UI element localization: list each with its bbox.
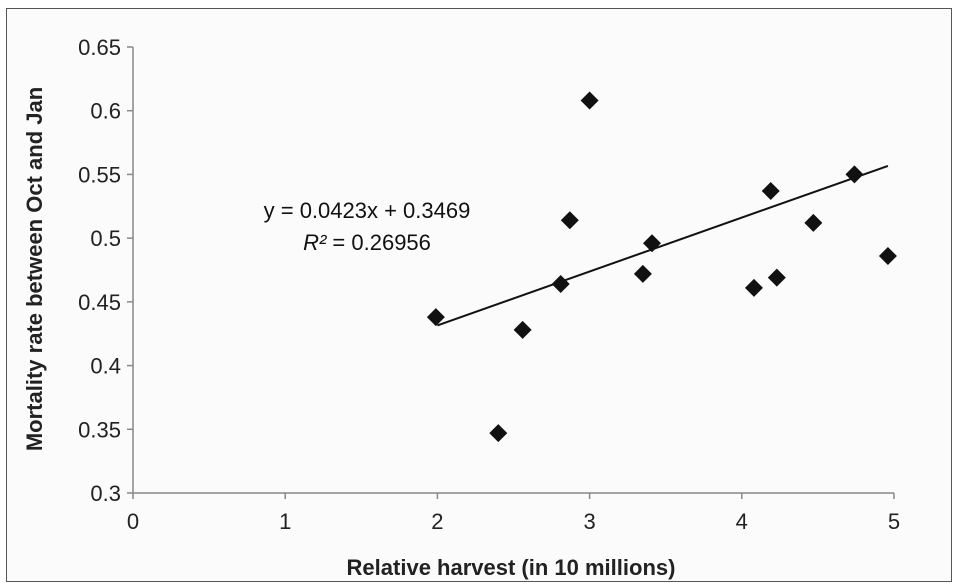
data-point — [513, 320, 532, 339]
data-point — [643, 234, 662, 253]
r-squared-label: R² = 0.26956 — [303, 230, 431, 255]
trendline-equation: y = 0.0423x + 0.3469 — [264, 198, 471, 223]
r-squared-symbol: R² — [303, 230, 327, 255]
y-tick-label: 0.35 — [78, 417, 121, 442]
data-points — [426, 91, 897, 443]
y-axis-title: Mortality rate between Oct and Jan — [22, 87, 47, 451]
data-point — [560, 211, 579, 230]
data-point — [761, 181, 780, 200]
x-tick-label: 3 — [583, 509, 595, 534]
data-point — [551, 275, 570, 294]
x-axis-title: Relative harvest (in 10 millions) — [347, 555, 676, 580]
axes — [132, 47, 894, 494]
y-tick-label: 0.45 — [78, 290, 121, 315]
data-point — [633, 264, 652, 283]
y-tick-label: 0.65 — [78, 35, 121, 60]
data-point — [744, 278, 763, 297]
r-squared-value: = 0.26956 — [326, 230, 431, 255]
x-tick-label: 5 — [888, 509, 900, 534]
y-tick-label: 0.5 — [90, 226, 121, 251]
y-tick-label: 0.3 — [90, 481, 121, 506]
data-point — [489, 424, 508, 443]
chart-frame — [6, 8, 952, 582]
data-point — [767, 268, 786, 287]
x-tick-label: 4 — [736, 509, 748, 534]
y-tick-label: 0.55 — [78, 162, 121, 187]
data-point — [426, 308, 445, 327]
y-axis-ticks: 0.3 0.35 0.4 0.45 0.5 0.55 0.6 0.65 — [78, 35, 133, 506]
x-tick-label: 0 — [127, 509, 139, 534]
data-point — [580, 91, 599, 110]
y-tick-label: 0.4 — [90, 354, 121, 379]
trendline — [437, 164, 889, 327]
x-tick-label: 1 — [279, 509, 291, 534]
data-point — [845, 165, 864, 184]
data-point — [878, 246, 897, 265]
data-point — [804, 213, 823, 232]
y-tick-label: 0.6 — [90, 99, 121, 124]
x-tick-label: 2 — [431, 509, 443, 534]
x-axis-ticks: 0 1 2 3 4 5 — [127, 493, 900, 534]
